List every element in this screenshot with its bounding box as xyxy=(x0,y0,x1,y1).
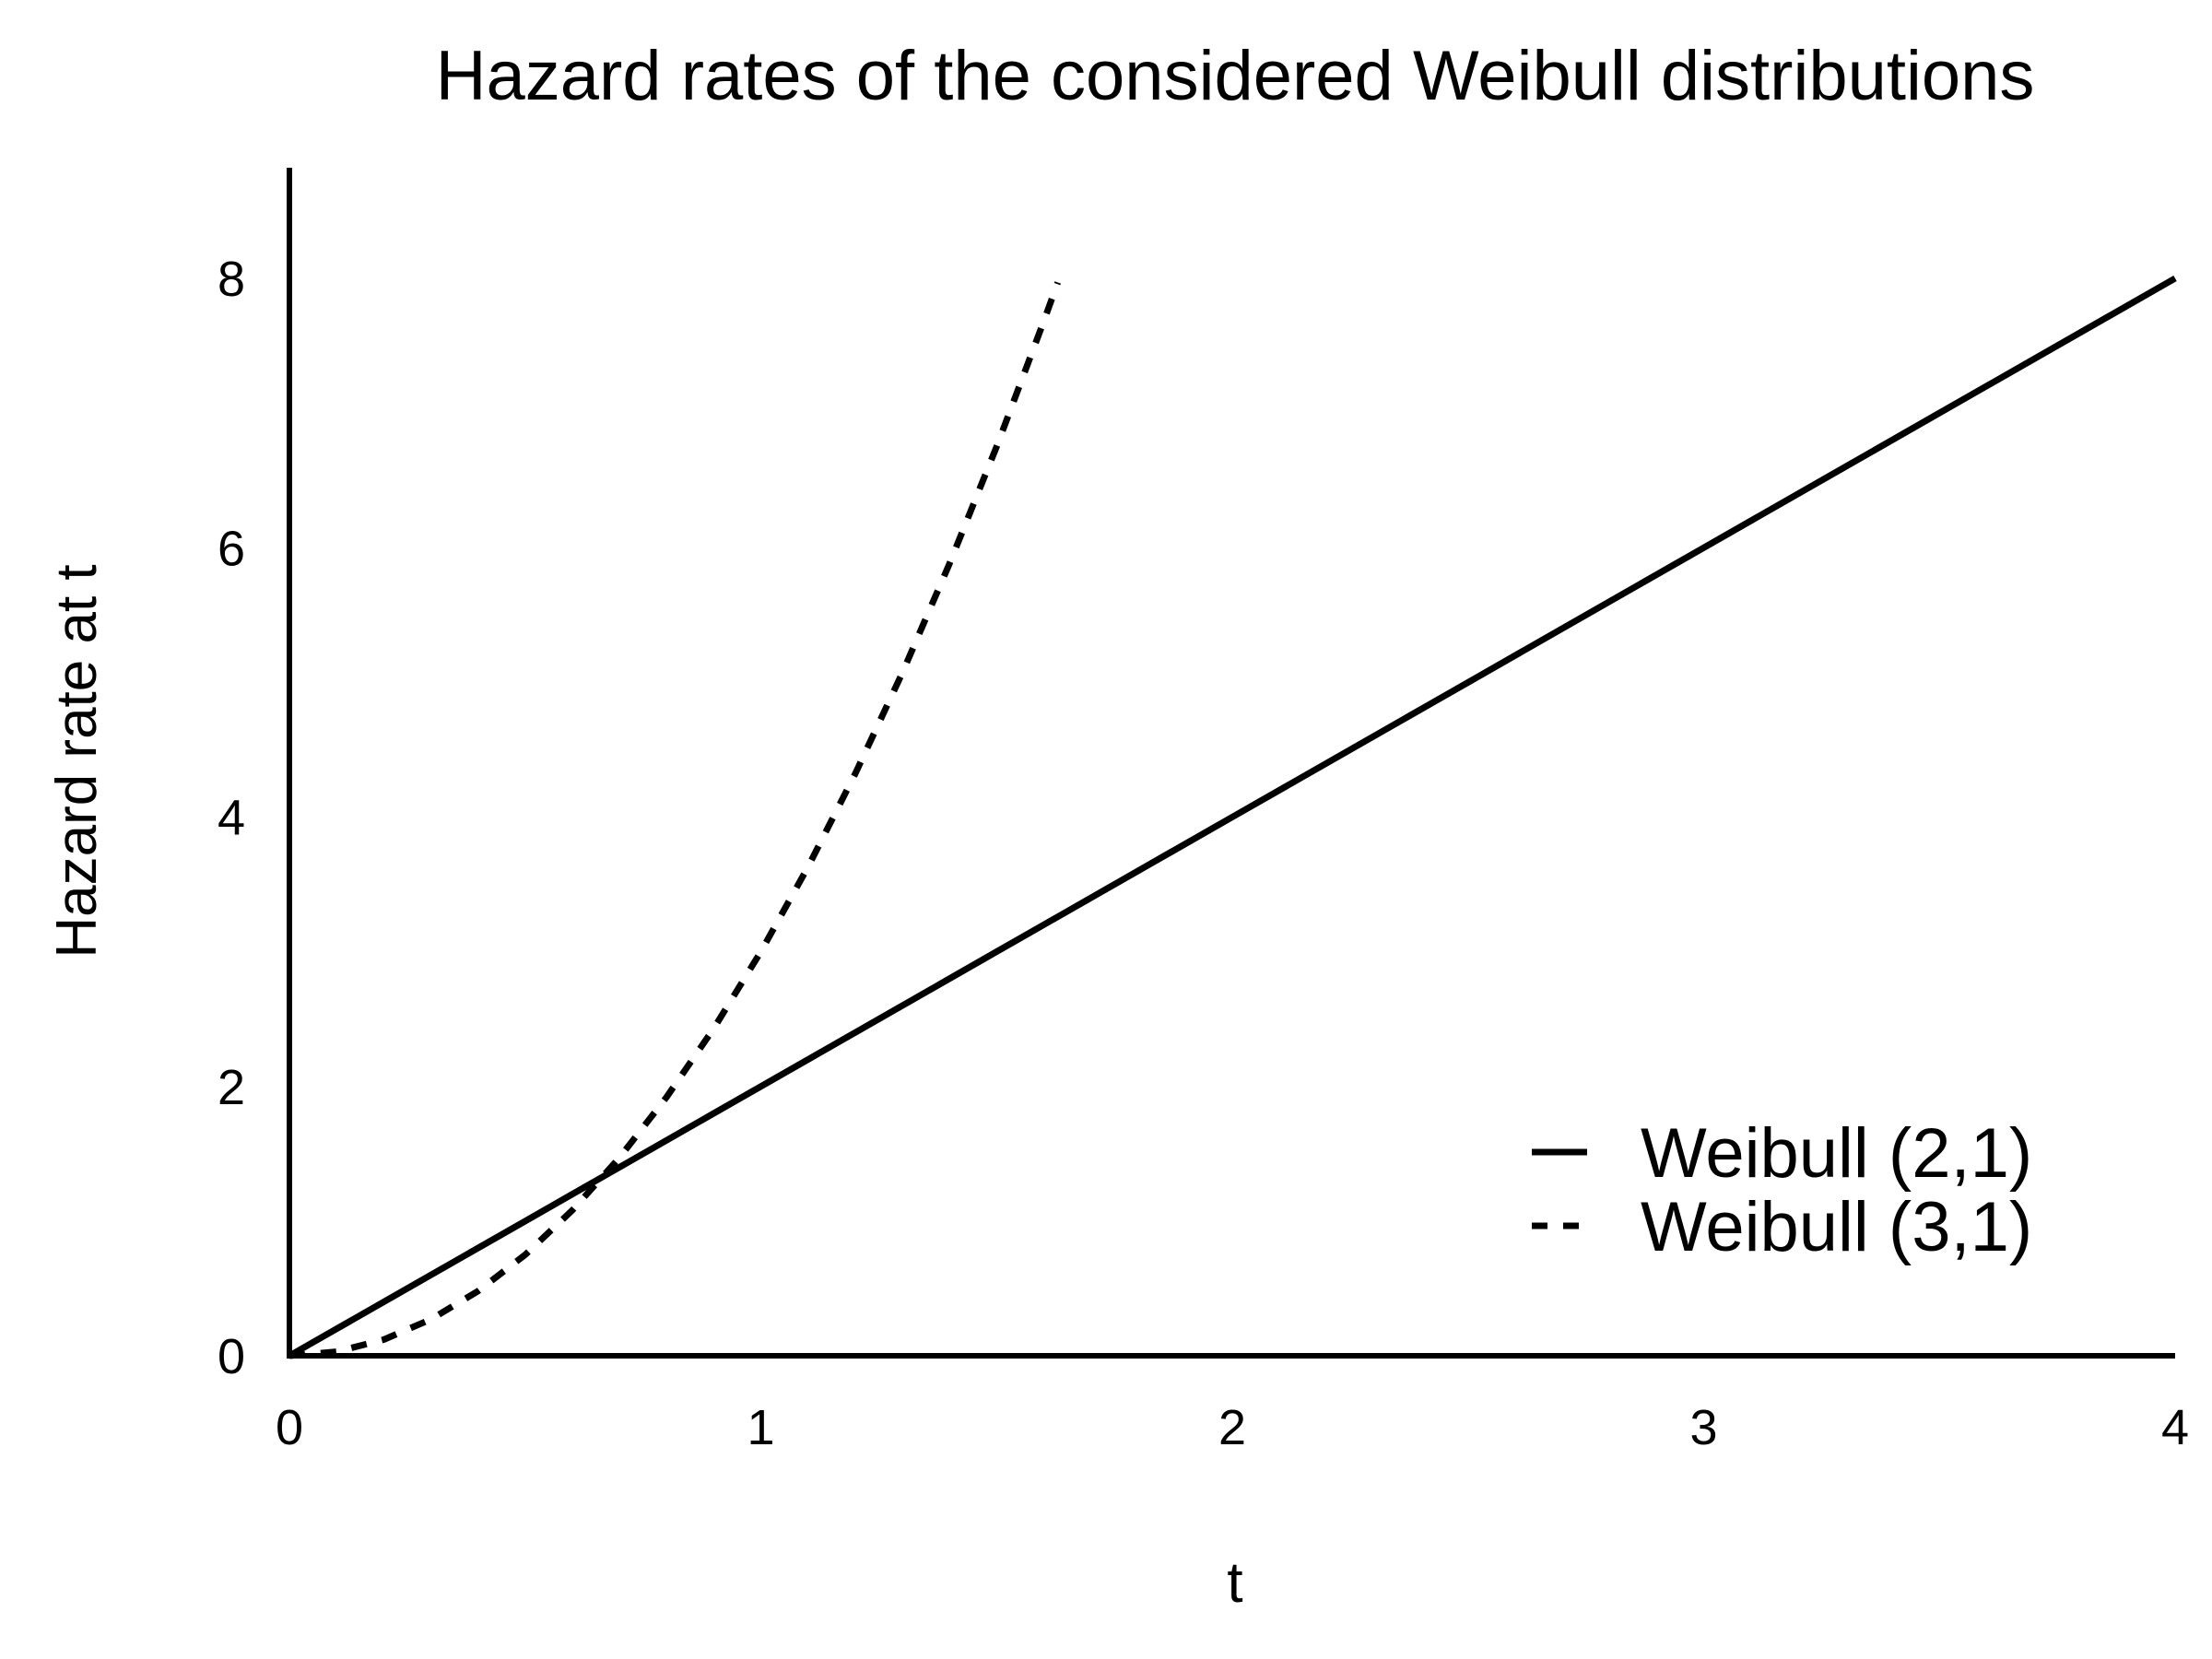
y-axis-label: Hazard rate at t xyxy=(45,564,109,958)
x-tick-label: 0 xyxy=(276,1400,303,1455)
y-tick-label: 8 xyxy=(218,252,245,307)
y-tick-labels: 0 2 4 6 8 xyxy=(218,252,245,1384)
y-tick-label: 2 xyxy=(218,1060,245,1115)
series-line-solid xyxy=(288,275,2177,1359)
y-tick-label: 0 xyxy=(218,1329,245,1384)
series-layer xyxy=(288,275,2177,1359)
x-tick-label: 3 xyxy=(1689,1400,1717,1455)
chart-title: Hazard rates of the considered Weibull d… xyxy=(436,37,2035,115)
legend: Weibull (2,1)Weibull (3,1) xyxy=(1532,1114,2032,1266)
y-tick-label: 4 xyxy=(218,791,245,846)
x-tick-labels: 0 1 2 3 4 xyxy=(276,1400,2189,1455)
x-tick-label: 2 xyxy=(1218,1400,1246,1455)
legend-label: Weibull (2,1) xyxy=(1641,1114,2032,1193)
x-tick-label: 4 xyxy=(2161,1400,2189,1455)
series-line-dashed xyxy=(288,281,1061,1359)
legend-label: Weibull (3,1) xyxy=(1641,1188,2032,1266)
x-tick-label: 1 xyxy=(747,1400,774,1455)
x-axis-label: t xyxy=(1227,1551,1242,1615)
y-tick-label: 6 xyxy=(218,521,245,576)
